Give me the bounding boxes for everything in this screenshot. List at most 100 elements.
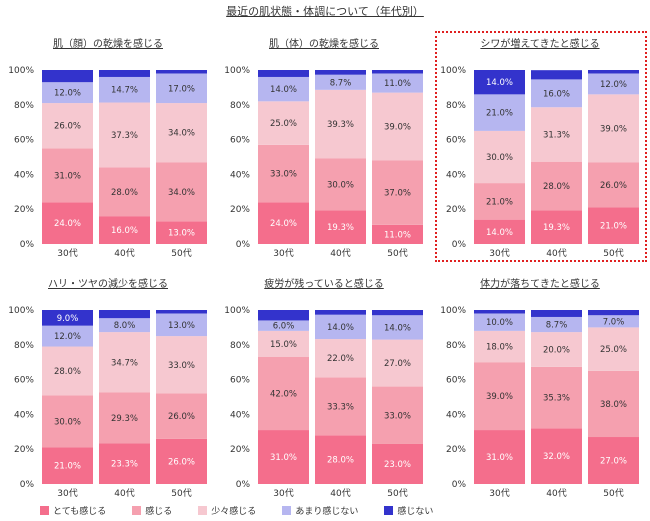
y-tick-label: 20% — [446, 445, 466, 455]
bar-segment — [315, 339, 366, 378]
bar-segment — [156, 438, 207, 484]
bar-segment — [372, 70, 423, 74]
legend-item: 感じない — [384, 504, 433, 517]
legend-item: あまり感じない — [282, 504, 358, 517]
bar-segment — [531, 332, 582, 367]
bar-segment — [156, 103, 207, 163]
chart-panel: 肌（体）の乾燥を感じる 0% 20% 40% 60% 80% 100% 24.0% 33.0% 2… — [224, 37, 423, 259]
y-tick-label: 40% — [446, 410, 466, 420]
y-tick-label: 20% — [14, 445, 34, 455]
data-label: 27.0% — [600, 457, 627, 467]
highlight-frame — [435, 31, 647, 262]
bar-segment — [258, 430, 309, 484]
y-tick-label: 20% — [230, 205, 250, 215]
data-label: 9.0% — [57, 314, 79, 324]
legend-swatch — [132, 505, 142, 515]
data-label: 34.0% — [168, 188, 195, 198]
bar-segment — [42, 70, 93, 83]
data-label: 32.0% — [543, 452, 570, 462]
bar-segment — [315, 210, 366, 244]
bar-segment — [42, 395, 93, 448]
y-tick-label: 40% — [446, 170, 466, 180]
x-tick-label: 50代 — [387, 488, 407, 499]
y-tick-label: 100% — [224, 66, 250, 76]
bar-segment — [588, 310, 639, 316]
bar-segment — [531, 79, 582, 108]
data-label: 35.3% — [543, 394, 570, 404]
data-label: 33.0% — [384, 411, 411, 421]
y-tick-label: 100% — [224, 306, 250, 316]
x-tick-label: 40代 — [330, 488, 350, 499]
y-tick-label: 0% — [20, 240, 35, 250]
bar-segment — [474, 219, 525, 244]
y-tick-label: 100% — [440, 66, 466, 76]
data-label: 29.3% — [111, 414, 138, 424]
bar-segment — [99, 310, 150, 319]
data-label: 21.0% — [486, 109, 513, 119]
data-label: 21.0% — [54, 462, 81, 472]
bar-segment — [474, 130, 525, 184]
bar-segment — [474, 70, 525, 95]
chart-panel: シワが増えてきたと感じる 0% 20% 40% 60% 80% 100% 14.0% 21.0%… — [440, 37, 639, 259]
data-label: 21.0% — [486, 197, 513, 207]
data-label: 26.0% — [168, 412, 195, 422]
y-tick-label: 80% — [230, 101, 250, 111]
y-tick-label: 0% — [452, 240, 467, 250]
bar-segment — [588, 73, 639, 95]
data-label: 39.3% — [327, 120, 354, 130]
x-tick-label: 40代 — [546, 488, 566, 499]
data-label: 23.0% — [384, 460, 411, 470]
data-label: 17.0% — [168, 84, 195, 94]
data-label: 38.0% — [600, 400, 627, 410]
panel-title: 体力が落ちてきたと感じる — [480, 277, 600, 290]
y-tick-label: 80% — [14, 101, 34, 111]
bar-segment — [372, 339, 423, 387]
bar-segment — [315, 435, 366, 484]
data-label: 13.0% — [168, 321, 195, 331]
bar-segment — [258, 356, 309, 431]
y-tick-label: 60% — [230, 136, 250, 146]
bar-segment — [42, 202, 93, 244]
data-label: 34.0% — [168, 129, 195, 139]
bar-segment — [474, 313, 525, 331]
legend-label: 感じる — [145, 506, 173, 517]
bar-segment — [531, 161, 582, 211]
data-label: 26.0% — [54, 122, 81, 132]
bar-segment — [588, 70, 639, 74]
bar-segment — [588, 370, 639, 438]
legend-item: 感じる — [132, 504, 172, 517]
bar-segment — [372, 315, 423, 340]
x-tick-label: 50代 — [387, 248, 407, 259]
data-label: 13.0% — [168, 229, 195, 239]
x-tick-label: 30代 — [489, 248, 509, 259]
bar-segment — [99, 443, 150, 484]
data-label: 28.0% — [54, 367, 81, 377]
data-label: 39.0% — [600, 124, 627, 134]
panel-title: 肌（体）の乾燥を感じる — [269, 37, 379, 50]
data-label: 19.3% — [327, 223, 354, 233]
bar-segment — [372, 73, 423, 93]
data-label: 8.0% — [114, 321, 136, 331]
x-tick-label: 30代 — [273, 488, 293, 499]
panel-title: 疲労が残っていると感じる — [264, 277, 384, 290]
bar-segment — [531, 210, 582, 244]
y-tick-label: 60% — [14, 136, 34, 146]
data-label: 33.0% — [168, 361, 195, 371]
data-label: 31.0% — [486, 453, 513, 463]
bar-segment — [315, 310, 366, 315]
bar-segment — [42, 325, 93, 347]
bar-segment — [372, 224, 423, 244]
data-label: 28.0% — [327, 456, 354, 466]
y-tick-label: 80% — [446, 101, 466, 111]
data-label: 25.0% — [600, 345, 627, 355]
data-label: 10.0% — [486, 318, 513, 328]
data-label: 33.3% — [327, 402, 354, 412]
bar-segment — [42, 103, 93, 149]
y-tick-label: 40% — [230, 170, 250, 180]
bar-segment — [474, 94, 525, 131]
data-label: 20.0% — [543, 345, 570, 355]
data-label: 26.0% — [168, 457, 195, 467]
x-tick-label: 40代 — [330, 248, 350, 259]
x-tick-label: 30代 — [489, 488, 509, 499]
bar-segment — [588, 207, 639, 244]
